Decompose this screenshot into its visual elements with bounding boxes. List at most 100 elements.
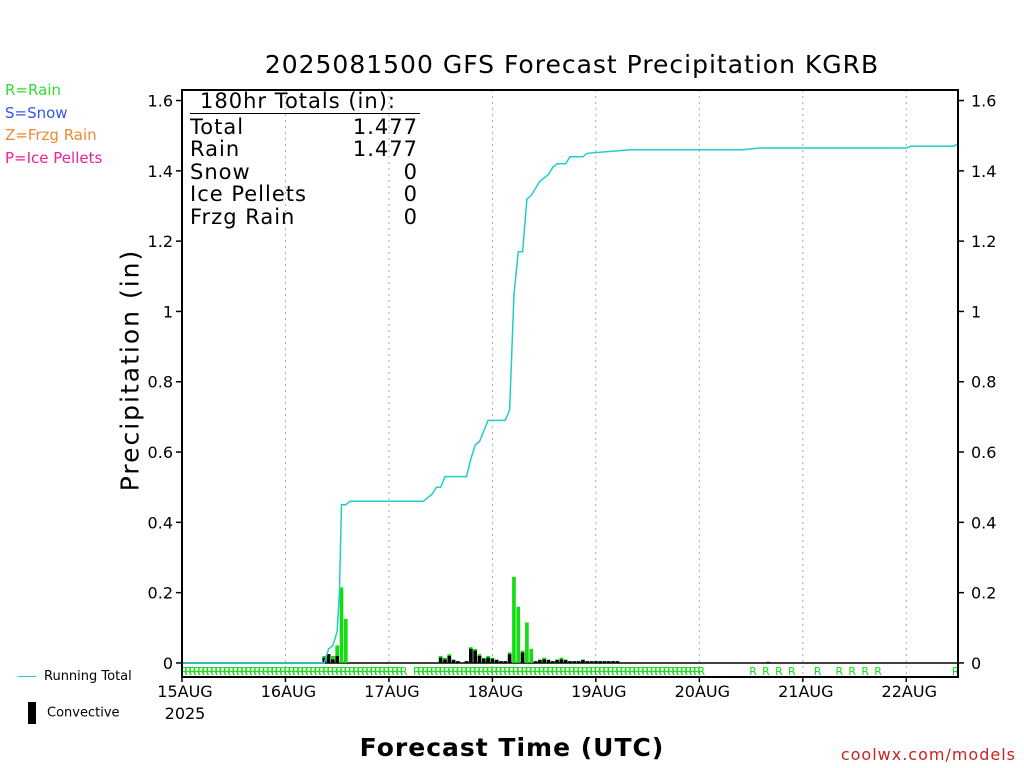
precip-type-marker: R <box>542 665 550 678</box>
totals-label-frzg-rain: Frzg Rain <box>190 204 296 229</box>
convective-bar <box>576 661 581 663</box>
y-tick-label-left: 0.6 <box>148 443 173 462</box>
totals-row-snow: Snow 0 <box>190 161 418 184</box>
running-total-legend-label: Running Total <box>44 669 132 684</box>
precip-type-marker: R <box>529 665 537 678</box>
precip-type-marker: R <box>641 665 649 678</box>
precip-type-marker: R <box>202 665 210 678</box>
precip-type-marker: R <box>322 665 330 678</box>
precip-type-marker: R <box>378 665 386 678</box>
y-tick-label-right: 1.4 <box>971 162 996 181</box>
precip-type-marker: R <box>572 665 580 678</box>
convective-bar <box>507 654 512 663</box>
credit-text[interactable]: coolwx.com/models <box>840 745 1016 764</box>
y-tick-label-left: 1 <box>163 302 173 321</box>
convective-bar <box>486 657 490 663</box>
precip-type-marker: R <box>435 665 443 678</box>
precip-type-marker: R <box>633 665 641 678</box>
convective-bar <box>550 661 555 663</box>
precip-type-marker: R <box>568 665 576 678</box>
precip-type-marker: R <box>314 665 322 678</box>
precip-type-marker: R <box>180 665 188 678</box>
precip-type-marker: R <box>482 665 490 678</box>
precip-type-marker: R <box>495 665 503 678</box>
precip-type-marker: R <box>275 665 283 678</box>
precip-type-marker: R <box>460 665 468 678</box>
type-legend-snow: S=Snow <box>5 104 68 122</box>
precip-bars <box>322 576 771 663</box>
precip-type-marker: R <box>835 665 843 678</box>
precip-type-marker: R <box>676 665 684 678</box>
precip-type-marker: R <box>443 665 451 678</box>
precip-type-marker: R <box>279 665 287 678</box>
precip-type-marker: R <box>577 665 585 678</box>
convective-bar <box>533 661 538 663</box>
convective-bar <box>546 660 551 663</box>
convective-bar <box>602 661 607 663</box>
y-tick-label-left: 1.4 <box>148 162 173 181</box>
totals-underline <box>190 112 420 114</box>
precip-type-marker: R <box>271 665 279 678</box>
rain-bar <box>525 622 529 663</box>
precip-type-marker: R <box>232 665 240 678</box>
convective-bar <box>589 661 594 663</box>
precip-type-marker: R <box>499 665 507 678</box>
precip-type-marker: R <box>219 665 227 678</box>
precip-type-marker: R <box>426 665 434 678</box>
type-legend-ice-pellets: P=Ice Pellets <box>5 149 102 167</box>
precip-type-marker: R <box>331 665 339 678</box>
convective-bar <box>606 661 611 663</box>
y-axis-label: Precipitation (in) <box>115 248 145 492</box>
totals-label-snow: Snow <box>190 159 251 184</box>
type-legend-rain-label: R=Rain <box>5 81 61 99</box>
totals-row-rain: Rain 1.477 <box>190 138 418 161</box>
convective-bar <box>499 661 503 663</box>
precip-type-marker: R <box>650 665 658 678</box>
convective-bar <box>537 660 542 663</box>
precip-type-marker: R <box>374 665 382 678</box>
precip-type-marker: R <box>598 665 606 678</box>
precip-type-marker: R <box>197 665 205 678</box>
precip-type-marker: R <box>689 665 697 678</box>
convective-bar <box>611 661 615 663</box>
y-tick-label-right: 1.2 <box>971 232 996 251</box>
rain-bar <box>516 606 521 663</box>
totals-label-total: Total <box>190 114 245 139</box>
rain-bar <box>343 619 348 663</box>
convective-bar <box>563 660 568 663</box>
convective-bar <box>443 659 447 663</box>
y-tick-label-right: 0.6 <box>971 443 996 462</box>
precip-type-marker: R <box>357 665 365 678</box>
convective-bar <box>555 660 559 663</box>
precip-type-marker: R <box>581 665 589 678</box>
precip-type-marker: R <box>215 665 223 678</box>
precip-type-marker: R <box>189 665 197 678</box>
precip-type-marker: R <box>551 665 559 678</box>
totals-row-ice-pellets: Ice Pellets 0 <box>190 183 418 206</box>
convective-bar <box>559 659 564 663</box>
convective-bar <box>594 661 598 663</box>
precip-type-marker: R <box>206 665 214 678</box>
x-tick-label: 20AUG <box>675 682 730 701</box>
precip-type-marker: R <box>594 665 602 678</box>
convective-swatch <box>28 702 36 724</box>
precip-type-marker: R <box>685 665 693 678</box>
precip-type-marker: R <box>637 665 645 678</box>
precip-type-marker: R <box>491 665 499 678</box>
precip-type-marker: R <box>504 665 512 678</box>
convective-bar <box>542 659 546 663</box>
credit-link[interactable]: coolwx.com/models <box>841 745 1016 764</box>
convective-bar <box>451 660 456 663</box>
precip-type-marker: R <box>430 665 438 678</box>
precip-type-marker: R <box>413 665 421 678</box>
precip-type-marker: R <box>465 665 473 678</box>
totals-label-rain: Rain <box>190 137 241 162</box>
running-total-layer <box>182 143 959 664</box>
precip-type-marker: R <box>667 665 675 678</box>
precip-type-marker: R <box>534 665 542 678</box>
precip-type-marker: R <box>310 665 318 678</box>
precip-type-marker: R <box>422 665 430 678</box>
precip-type-marker: R <box>228 665 236 678</box>
precip-type-markers: RRRRRRRRRRRRRRRRRRRRRRRRRRRRRRRRRRRRRRRR… <box>180 665 960 678</box>
